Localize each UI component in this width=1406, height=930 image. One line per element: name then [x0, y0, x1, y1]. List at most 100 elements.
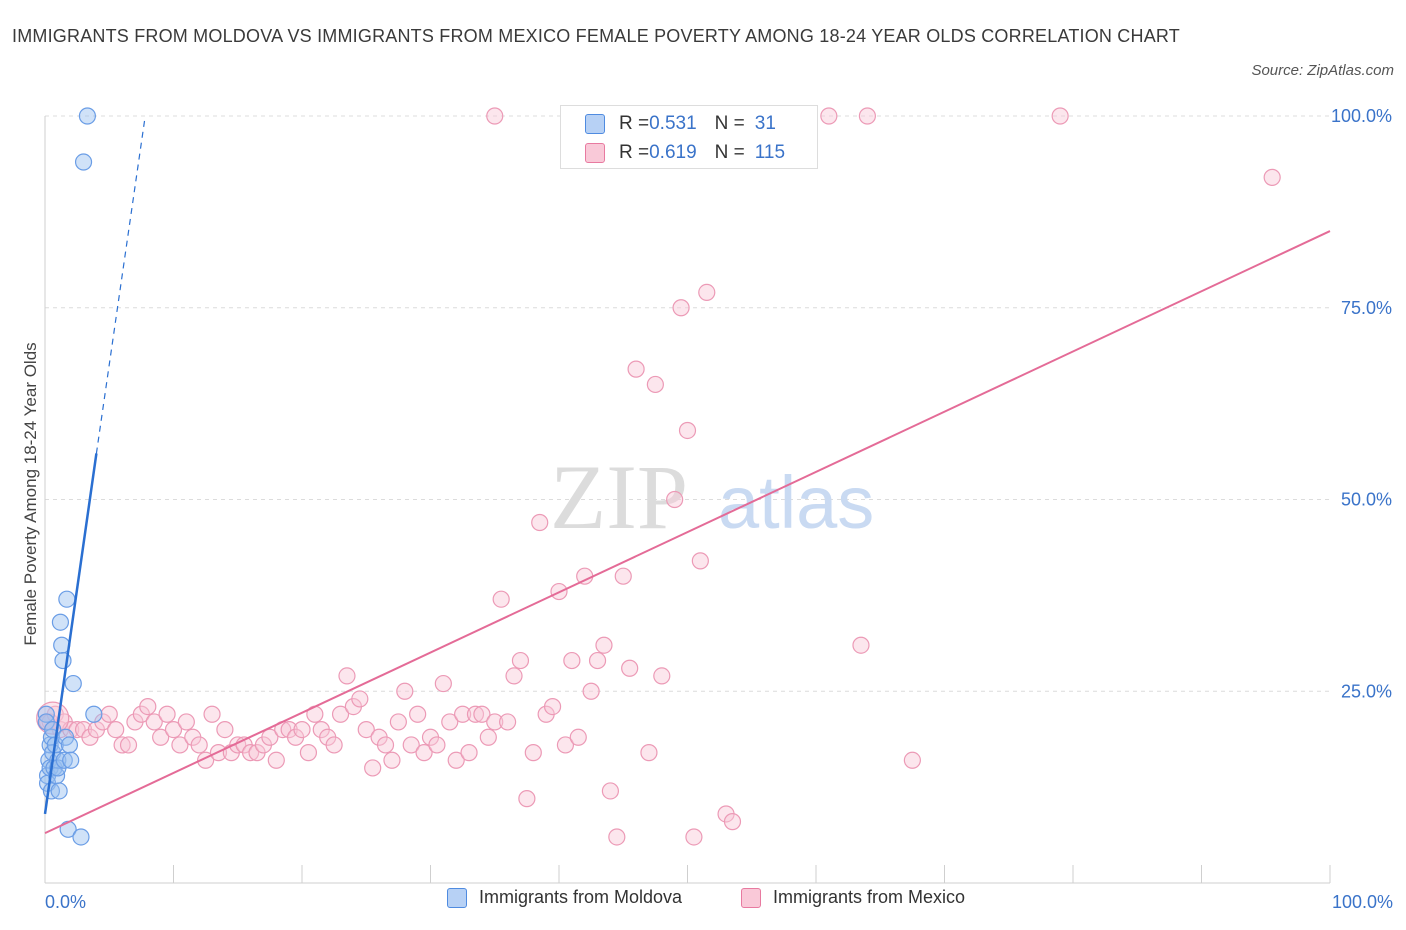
- data-point-mexico: [152, 728, 170, 746]
- data-point-moldova: [64, 674, 82, 693]
- legend-n-value: 115: [754, 142, 786, 163]
- trend-line-mexico: [44, 230, 1331, 835]
- data-point-mexico: [486, 107, 504, 125]
- data-point-mexico: [447, 751, 465, 769]
- data-point-mexico: [107, 720, 125, 739]
- data-point-mexico: [1051, 107, 1069, 125]
- legend-swatch-mexico: [741, 887, 761, 908]
- data-point-mexico: [511, 651, 530, 670]
- data-point-mexico: [852, 636, 870, 654]
- data-point-mexico: [376, 736, 395, 754]
- data-point-mexico: [1263, 168, 1281, 186]
- y-tick-label: 100.0%: [1331, 106, 1392, 126]
- legend-r-value: 0.531: [649, 113, 697, 134]
- legend-row-mexico: R = 0.619 N = 115: [585, 138, 785, 168]
- data-point-mexico: [267, 751, 285, 769]
- legend-n-label: N =: [714, 113, 745, 134]
- data-point-mexico: [588, 651, 607, 670]
- data-point-mexico: [299, 744, 318, 762]
- watermark-zip: ZIP: [550, 446, 688, 548]
- data-point-mexico: [858, 107, 877, 125]
- data-point-mexico: [261, 728, 279, 746]
- data-point-moldova: [58, 590, 76, 608]
- data-point-mexico: [518, 790, 536, 808]
- data-point-mexico: [646, 375, 664, 394]
- y-tick-label: 25.0%: [1341, 681, 1392, 701]
- data-point-mexico: [466, 705, 485, 723]
- data-point-mexico: [383, 751, 401, 769]
- data-point-mexico: [666, 490, 684, 509]
- trend-line-moldova-extended: [95, 115, 146, 454]
- data-point-mexico: [242, 744, 260, 762]
- trend-lines: [43, 115, 1331, 835]
- x-tick-label: 100.0%: [1332, 892, 1393, 912]
- legend-swatch-mexico: [585, 143, 605, 163]
- legend-r-label: R =: [619, 142, 650, 163]
- data-point-mexico: [653, 667, 671, 685]
- data-point-moldova: [74, 153, 93, 171]
- data-point-mexico: [190, 736, 208, 754]
- data-point-mexico: [338, 667, 356, 685]
- data-point-mexico: [171, 736, 189, 754]
- data-point-mexico: [364, 759, 382, 777]
- data-point-moldova: [51, 613, 70, 631]
- data-point-mexico: [203, 705, 221, 723]
- data-point-mexico: [640, 744, 658, 762]
- data-point-mexico: [614, 567, 632, 585]
- legend-swatch-moldova: [585, 114, 605, 134]
- data-point-moldova: [85, 705, 103, 723]
- y-axis-label: Female Poverty Among 18-24 Year Olds: [21, 342, 40, 645]
- data-point-mexico: [409, 705, 427, 723]
- data-point-mexico: [454, 705, 472, 723]
- legend-label-mexico: Immigrants from Mexico: [773, 887, 966, 907]
- data-point-mexico: [139, 697, 157, 716]
- data-point-mexico: [820, 107, 838, 125]
- data-point-mexico: [357, 720, 375, 739]
- data-point-mexico: [100, 705, 118, 723]
- data-point-mexico: [601, 782, 620, 800]
- legend-item-moldova[interactable]: Immigrants from Moldova: [447, 887, 682, 908]
- data-point-mexico: [479, 728, 497, 746]
- data-point-moldova: [72, 828, 90, 846]
- data-point-mexico: [441, 713, 459, 731]
- data-point-mexico: [216, 720, 234, 739]
- data-point-mexico: [119, 736, 138, 754]
- data-point-moldova: [62, 751, 80, 769]
- data-point-mexico: [158, 705, 176, 723]
- data-point-mexico: [486, 713, 504, 731]
- watermark-atlas: atlas: [718, 461, 874, 544]
- data-point-mexico: [351, 690, 369, 708]
- data-point-mexico: [621, 659, 639, 677]
- data-point-mexico: [460, 744, 478, 762]
- source-label: Source: ZipAtlas.com: [1251, 62, 1394, 79]
- data-point-mexico: [396, 682, 414, 700]
- data-point-mexico: [531, 513, 549, 532]
- data-point-mexico: [164, 720, 183, 739]
- series-legend: Immigrants from Moldova Immigrants from …: [0, 887, 1406, 917]
- data-point-mexico: [556, 736, 575, 754]
- legend-label-moldova: Immigrants from Moldova: [479, 887, 683, 907]
- data-point-mexico: [678, 421, 697, 440]
- data-point-mexico: [331, 705, 350, 723]
- data-point-mexico: [402, 736, 420, 754]
- tick-labels: 25.0% 50.0% 75.0% 100.0% 0.0% 100.0%: [45, 106, 1393, 912]
- data-point-mexico: [145, 713, 163, 731]
- data-point-mexico: [325, 736, 343, 754]
- data-point-mexico: [723, 813, 742, 831]
- data-point-mexico: [627, 360, 645, 378]
- data-point-mexico: [177, 713, 195, 731]
- data-point-moldova: [50, 782, 68, 800]
- legend-n-label: N =: [714, 142, 745, 163]
- data-point-mexico: [672, 299, 690, 317]
- correlation-legend: R = 0.531 N = 31 R = 0.619 N = 115: [560, 105, 818, 169]
- data-point-mexico: [113, 736, 131, 754]
- data-point-mexico: [492, 590, 510, 608]
- data-point-mexico: [685, 828, 703, 846]
- legend-swatch-moldova: [447, 887, 467, 908]
- legend-item-mexico[interactable]: Immigrants from Mexico: [741, 887, 965, 908]
- data-point-mexico: [434, 674, 452, 693]
- legend-row-moldova: R = 0.531 N = 31: [585, 109, 776, 139]
- data-point-mexico: [595, 636, 613, 654]
- data-point-moldova: [78, 107, 97, 125]
- data-point-mexico: [505, 667, 523, 685]
